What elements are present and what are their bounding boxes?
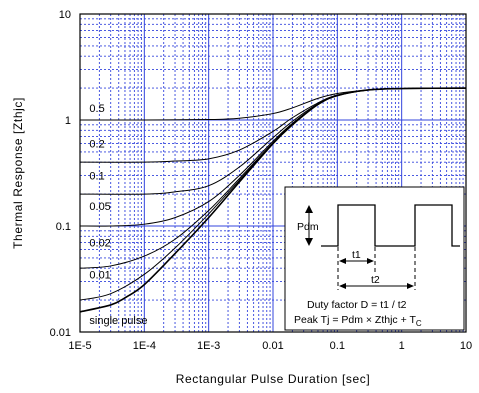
t1-label: t1 — [352, 249, 361, 261]
y-tick-label: 10 — [59, 9, 71, 21]
y-tick-label: 0.1 — [56, 221, 71, 233]
t2-arrowhead-right — [407, 283, 414, 289]
pulse-diagram-inset: Pdm t1 t2 Duty factor D = t1 / t2 Peak T… — [284, 186, 465, 331]
curve-label: 0.05 — [89, 201, 110, 213]
curve-single-pulse — [79, 87, 467, 313]
pdm-label: Pdm — [297, 221, 319, 233]
x-tick-label: 1E-3 — [197, 340, 220, 352]
curve-labels: 0.5 0.2 0.1 0.05 0.02 0.01 single pulse — [89, 103, 147, 327]
curves — [79, 87, 467, 313]
t2-label: t2 — [371, 274, 380, 286]
x-tick-label: 1 — [399, 340, 405, 352]
duty-factor-text: Duty factor D = t1 / t2 — [307, 299, 407, 311]
pdm-arrowhead-top — [305, 205, 313, 213]
x-tick-labels: 1E-5 1E-4 1E-3 0.01 0.1 1 10 — [68, 340, 472, 352]
t1-arrowhead-right — [367, 258, 374, 264]
y-tick-label: 1 — [65, 115, 71, 127]
x-tick-label: 0.01 — [262, 340, 283, 352]
x-tick-label: 1E-5 — [68, 340, 91, 352]
x-tick-label: 0.1 — [330, 340, 345, 352]
curve-label: 0.2 — [89, 139, 104, 151]
plot-frame — [79, 13, 467, 333]
y-axis-title: Thermal Response [Zthjc] — [11, 97, 25, 249]
curve-label: 0.01 — [89, 269, 110, 281]
y-tick-label: 0.01 — [50, 327, 71, 339]
curve-label: 0.1 — [89, 170, 104, 182]
t2-arrowhead-left — [339, 283, 346, 289]
curve-label: 0.02 — [89, 237, 110, 249]
y-tick-labels: 0.01 0.1 1 10 — [50, 9, 71, 339]
pdm-arrowhead-bottom — [305, 238, 313, 246]
peak-tj-text: Peak Tj = Pdm × Zthjc + TC — [294, 314, 422, 328]
pulse-waveform — [321, 204, 460, 247]
x-tick-label: 10 — [460, 340, 472, 352]
curve-label: 0.5 — [89, 103, 104, 115]
curve-label: single pulse — [89, 315, 147, 327]
t1-arrowhead-left — [339, 258, 346, 264]
x-axis-title: Rectangular Pulse Duration [sec] — [176, 372, 371, 386]
peak-tj-subscript: C — [416, 319, 422, 328]
peak-tj-formula: Peak Tj = Pdm × Zthjc + T — [294, 314, 416, 326]
x-tick-label: 1E-4 — [133, 340, 156, 352]
